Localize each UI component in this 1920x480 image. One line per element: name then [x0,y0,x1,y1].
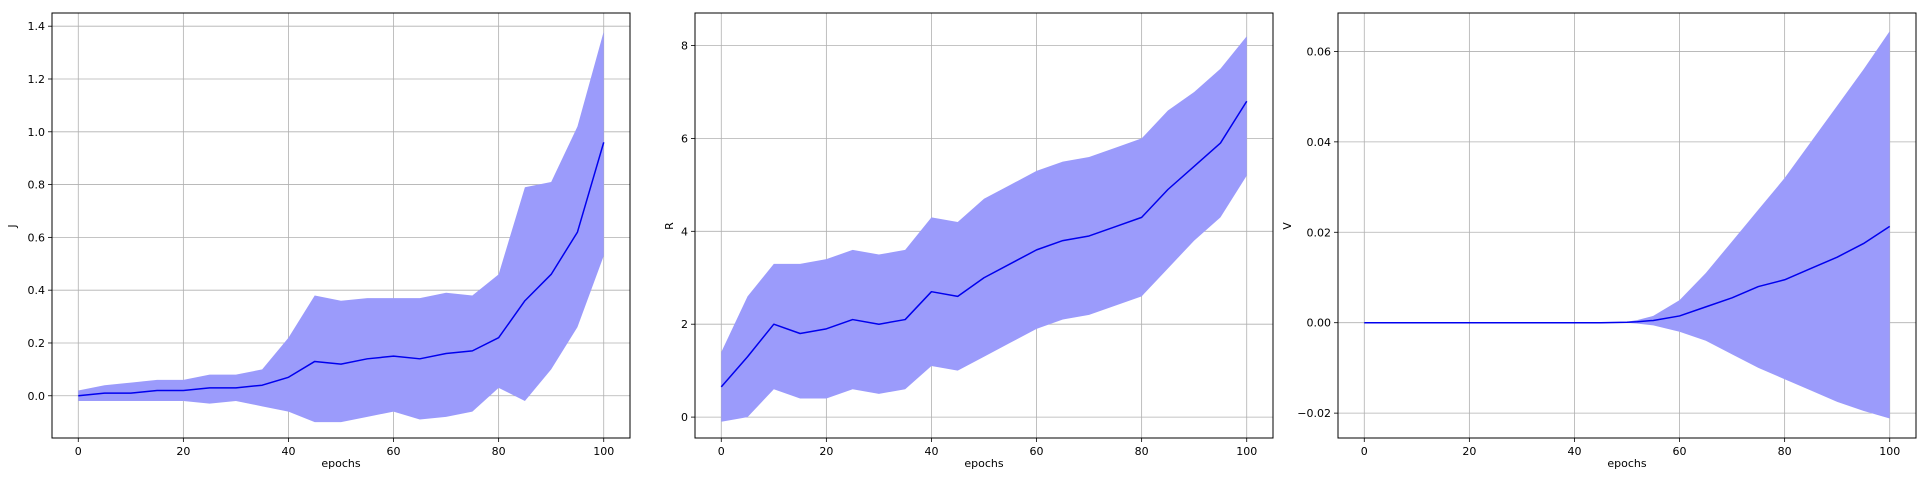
y-tick-label: 1.4 [28,20,46,33]
x-tick-label: 0 [718,445,725,458]
x-tick-label: 80 [1135,445,1149,458]
y-tick-label: −0.02 [1297,407,1331,420]
y-tick-label: 0.06 [1307,45,1332,58]
ticks-r: 0 20 40 60 80 100 0 2 4 6 8 [681,40,1257,458]
x-tick-label: 0 [75,445,82,458]
plot-frame-r [694,12,1274,439]
x-tick-label: 100 [593,445,614,458]
confidence-band [721,36,1247,422]
y-axis-label-j: J [6,224,19,228]
mean-line [1364,225,1891,324]
confidence-band [1364,31,1890,419]
y-tick-label: 0.6 [28,231,46,244]
x-tick-label: 20 [176,445,190,458]
x-tick-label: 60 [387,445,401,458]
y-tick-label: 0.8 [28,179,46,192]
y-axis-label-v: V [1281,222,1294,230]
y-tick-label: 4 [681,225,688,238]
ticks-j: 0 20 40 60 80 100 0.0 0.2 0.4 0.6 0.8 1.0 1.2 1.4 [28,20,615,458]
x-axis-label-j: epochs [321,457,360,470]
x-tick-label: 40 [924,445,938,458]
plot-frame-j [51,12,631,439]
x-axis-label-v: epochs [1607,457,1646,470]
x-tick-label: 20 [819,445,833,458]
y-axis-label-r: R [663,222,676,230]
y-tick-label: 8 [681,40,688,53]
y-tick-label: 0.0 [28,390,46,403]
x-tick-label: 0 [1361,445,1368,458]
subplot-r: 0 20 40 60 80 100 0 2 4 6 8 epochs R [663,12,1274,470]
confidence-band [78,31,604,423]
subplot-j: 0 20 40 60 80 100 0.0 0.2 0.4 0.6 0.8 1.0 1.2 1.4 epo… [6,12,631,470]
x-tick-label: 40 [1567,445,1581,458]
x-tick-label: 100 [1879,445,1900,458]
x-tick-label: 20 [1462,445,1476,458]
y-tick-label: 0.4 [28,284,46,297]
y-tick-label: 6 [681,132,688,145]
data-j [78,31,605,423]
x-axis-label-r: epochs [964,457,1003,470]
y-tick-label: 0.02 [1307,226,1332,239]
x-tick-label: 80 [1778,445,1792,458]
ticks-v: 0 20 40 60 80 100 −0.02 0.00 0.02 0.04 0.06 [1297,45,1900,458]
mean-line [78,142,605,397]
plot-frame-v [1337,12,1917,439]
subplot-v: 0 20 40 60 80 100 −0.02 0.00 0.02 0.04 0.06 epochs… [1281,12,1917,470]
y-tick-label: 0.2 [28,337,46,350]
y-tick-label: 1.0 [28,126,46,139]
y-tick-label: 1.2 [28,73,46,86]
x-tick-label: 100 [1236,445,1257,458]
x-tick-label: 60 [1673,445,1687,458]
data-v [1364,31,1891,419]
y-tick-label: 0.00 [1307,317,1332,330]
y-tick-label: 0.04 [1307,136,1332,149]
data-r [720,36,1248,422]
y-tick-label: 0 [681,411,688,424]
x-tick-label: 40 [281,445,295,458]
y-tick-label: 2 [681,318,688,331]
x-tick-label: 60 [1030,445,1044,458]
x-tick-label: 80 [492,445,506,458]
mean-line [720,100,1248,388]
